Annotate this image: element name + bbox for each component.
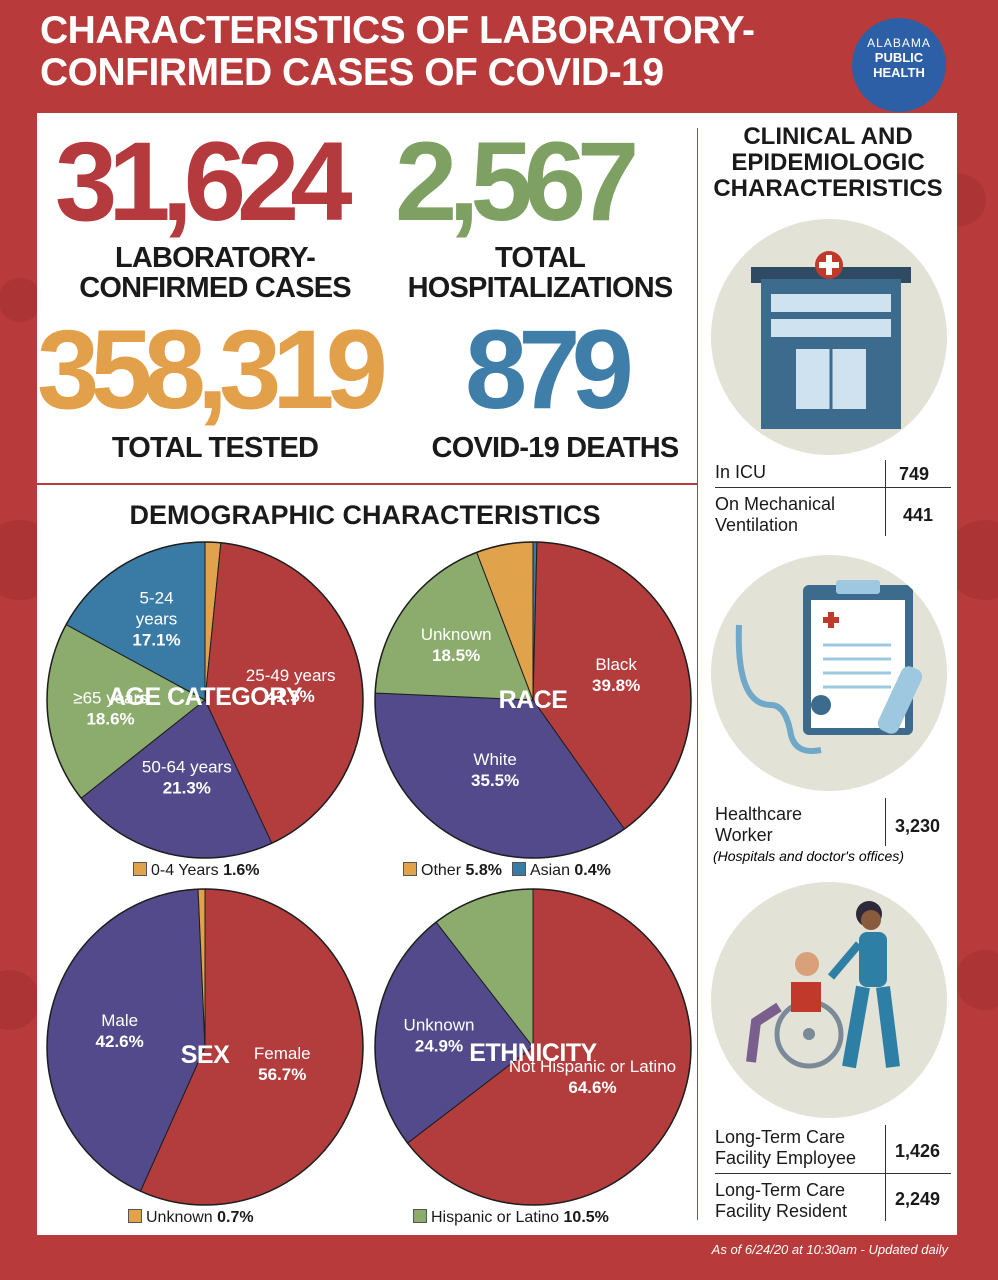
pie-label-50-64-years: 50-64 years [142,757,232,776]
clinical-title: CLINICAL AND EPIDEMIOLOGIC CHARACTERISTI… [713,123,943,202]
pie-label-unknown: 24.9% [415,1036,463,1055]
pie-label--65-years: 18.6% [86,710,134,729]
pie-label-female: Female [254,1044,311,1063]
legend-value: 0.4% [574,862,611,879]
legend-item: Other 5.8% [403,862,502,879]
pie-label-unknown: Unknown [404,1015,475,1034]
wheelchair-caregiver-icon [711,882,947,1118]
legend-value: 0.7% [217,1209,254,1226]
hospital-icon [711,219,947,455]
pie-title: RACE [499,686,568,714]
pie-label-male: 42.6% [96,1032,144,1051]
vent-value: 441 [903,505,934,525]
age-legend: 0-4 Years 1.6% [133,862,260,880]
pie-label-white: White [473,750,516,769]
alabama-public-health-logo: ALABAMA PUBLIC HEALTH [852,18,946,112]
hcw-value: 3,230 [895,816,941,836]
confirmed-cases-value: 31,624 [55,119,353,244]
pie-title: ETHNICITY [469,1039,597,1067]
race-legend: Other 5.8% Asian 0.4% [403,862,611,880]
legend-label: Other [421,862,466,879]
confirmed-cases-label: LABORATORY- CONFIRMED CASES [79,242,351,304]
legend-item: Unknown 0.7% [128,1209,254,1226]
pie-label-5-24-years: 5-24 [140,589,174,608]
age-category-pie: 25-49 years 41.5% 50-64 years 21.3% ≥65 year… [46,541,364,859]
hospitalizations-label: TOTAL HOSPITALIZATIONS [407,242,674,304]
pie-label-50-64-years: 21.3% [163,778,211,797]
deaths-value: 879 [465,307,634,432]
sex-pie: Female 56.7% Male 42.6% SEX [46,888,364,1206]
sex-legend: Unknown 0.7% [128,1209,254,1227]
ltc-employee-value: 1,426 [895,1141,941,1161]
legend-label: 0-4 Years [151,862,224,879]
ltc-rows: Long-Term Care Facility Employee 1,426 Lo… [715,1125,951,1225]
pie-label-5-24-years: 17.1% [132,631,180,650]
legend-swatch [413,1209,427,1223]
ltc-resident-value: 2,249 [895,1189,941,1209]
legend-value: 10.5% [563,1209,609,1226]
hcw-note: (Hospitals and doctor's offices) [713,848,904,864]
clipboard-stethoscope-icon [711,555,947,791]
legend-label: Asian [529,862,575,879]
legend-swatch [511,862,526,876]
icu-row: In ICU 749 On Mechanical Ventilation 441 [715,460,951,540]
pie-label-white: 35.5% [471,771,519,790]
legend-item: Hispanic or Latino 10.5% [413,1209,609,1226]
hospitalizations-value: 2,567 [395,119,639,244]
healthcare-worker-row: Healthcare Worker 3,230 [715,798,951,868]
pie-label-not-hispanic-or-latino: 64.6% [568,1078,616,1097]
vertical-divider [697,128,698,1220]
legend-item: 0-4 Years 1.6% [133,862,260,879]
race-pie: Black 39.8% White 35.5% Unknown 18.5% RACE [374,541,692,859]
total-tested-value: 358,319 [37,307,388,432]
legend-value: 5.8% [465,862,502,879]
legend-item: Asian 0.4% [511,862,611,879]
horizontal-divider [37,483,697,485]
pie-label-male: Male [101,1011,138,1030]
pie-title: AGE CATEGORY [108,683,303,711]
legend-swatch [128,1209,142,1223]
pie-label--65-years: ≥65 years [73,689,148,708]
page-title-line1: CHARACTERISTICS OF LABORATORY- [40,9,755,52]
pie-title: SEX [181,1041,230,1069]
pie-label-not-hispanic-or-latino: Not Hispanic or Latino [509,1057,676,1076]
demographic-title: DEMOGRAPHIC CHARACTERISTICS [129,500,601,530]
pie-label-25-49-years: 25-49 years [246,666,336,685]
pie-label-unknown: Unknown [421,625,492,644]
legend-swatch [133,862,147,876]
ethnicity-pie: Not Hispanic or Latino 64.6% Unknown 24.9% E… [374,888,692,1206]
pie-label-black: 39.8% [592,676,640,695]
deaths-label: COVID-19 DEATHS [431,432,680,464]
icu-value: 749 [899,464,930,484]
footer-note: As of 6/24/20 at 10:30am - Updated daily [711,1242,948,1257]
pie-label-female: 56.7% [258,1065,306,1084]
legend-value: 1.6% [223,862,260,879]
page-title-line2: CONFIRMED CASES OF COVID-19 [40,51,664,94]
pie-label-black: Black [595,655,637,674]
pie-label-5-24-years: years [136,610,178,629]
legend-label: Unknown [146,1209,218,1226]
page-header: CHARACTERISTICS OF LABORATORY- CONFIRMED… [40,10,840,94]
pie-label-25-49-years: 41.5% [267,687,315,706]
legend-label: Hispanic or Latino [431,1209,564,1226]
ethnicity-legend: Hispanic or Latino 10.5% [413,1209,609,1227]
total-tested-label: TOTAL TESTED [111,432,319,464]
pie-label-unknown: 18.5% [432,646,480,665]
legend-swatch [403,862,417,876]
